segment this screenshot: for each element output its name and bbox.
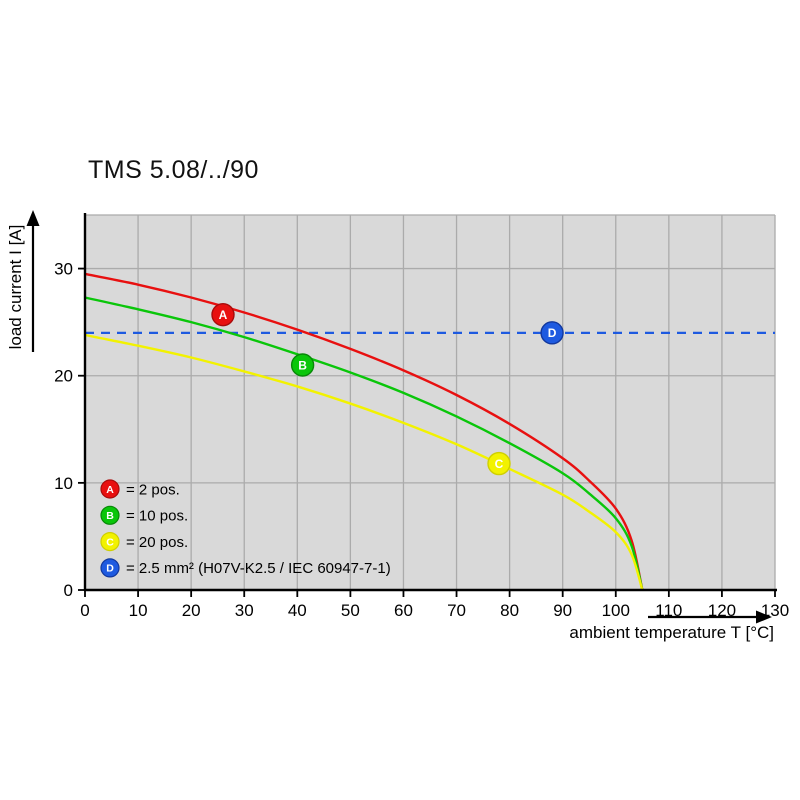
curve-B <box>84 296 644 591</box>
x-tick-label: 60 <box>394 601 413 620</box>
curve-A <box>84 272 644 591</box>
x-tick-label: 50 <box>341 601 360 620</box>
y-tick-label: 0 <box>64 581 73 600</box>
x-tick-label: 10 <box>129 601 148 620</box>
legend-marker-A-icon <box>100 479 120 499</box>
y-tick-label: 10 <box>54 474 73 493</box>
x-tick-label: 20 <box>182 601 201 620</box>
legend-marker-B-letter: B <box>106 510 114 522</box>
x-tick-label: 0 <box>80 601 89 620</box>
y-tick-label: 30 <box>54 260 73 279</box>
x-axis-label: ambient temperature T [°C] <box>569 623 774 642</box>
marker-A-icon <box>211 302 235 327</box>
legend-marker-B-icon <box>100 505 120 525</box>
x-tick-label: 40 <box>288 601 307 620</box>
x-tick-label: 90 <box>553 601 572 620</box>
curve-C <box>84 333 644 591</box>
marker-B-icon <box>290 353 315 377</box>
marker-A-letter: A <box>219 308 228 322</box>
x-tick-label: 130 <box>761 601 789 620</box>
x-tick-label: 30 <box>235 601 254 620</box>
legend-marker-C-icon <box>100 531 120 552</box>
legend-marker-C-letter: C <box>106 536 114 548</box>
legend-marker-D-icon <box>100 558 120 578</box>
x-tick-label: 110 <box>655 601 682 620</box>
y-axis-label: load current I [A] <box>6 224 25 350</box>
marker-C-letter: C <box>495 457 504 471</box>
legend-label-B: = 10 pos. <box>126 508 188 525</box>
legend-marker-A-letter: A <box>106 484 114 496</box>
chart-title: TMS 5.08/../90 <box>88 156 259 184</box>
x-tick-label: 70 <box>447 601 466 620</box>
x-tick-label: 80 <box>500 601 519 620</box>
x-tick-label: 100 <box>602 601 630 620</box>
legend-label-C: = 20 pos. <box>126 534 188 551</box>
x-tick-label: 120 <box>708 601 736 620</box>
marker-D-letter: D <box>548 326 557 340</box>
marker-C-icon <box>487 451 511 476</box>
x-axis-arrow <box>648 610 772 624</box>
plot-area <box>85 215 775 590</box>
legend-label-A: = 2 pos. <box>126 481 180 498</box>
marker-B-letter: B <box>298 358 307 372</box>
marker-D-icon <box>540 321 564 345</box>
legend-marker-D-letter: D <box>106 563 114 575</box>
y-axis-arrow <box>26 210 40 352</box>
legend-label-D: = 2.5 mm² (H07V-K2.5 / IEC 60947-7-1) <box>126 560 391 577</box>
y-tick-label: 20 <box>54 367 73 386</box>
